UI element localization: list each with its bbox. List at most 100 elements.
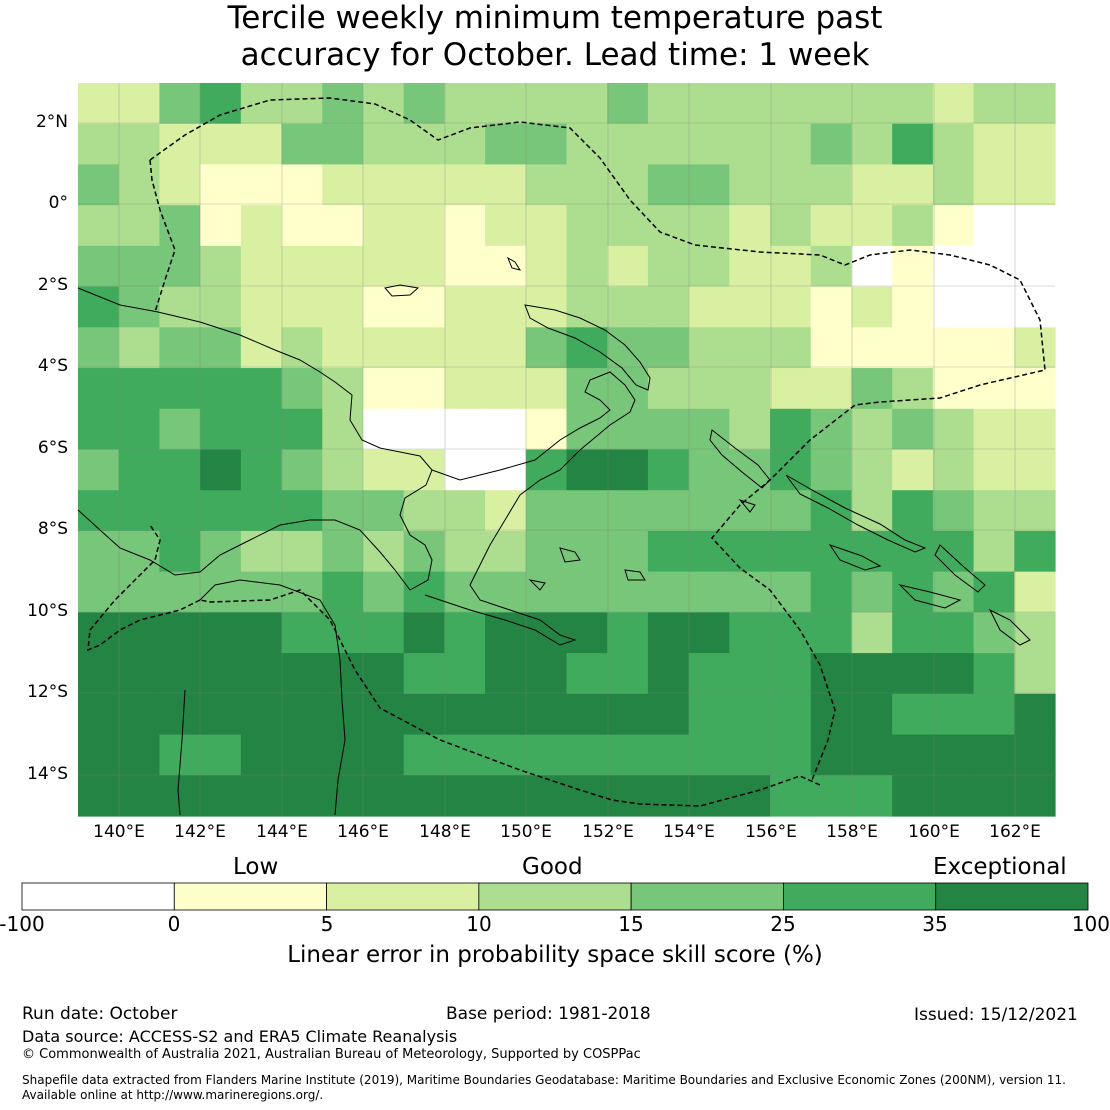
grid-cell [770, 123, 812, 166]
grid-cell [525, 327, 568, 369]
grid-cell [770, 612, 812, 654]
grid-cell [362, 327, 405, 369]
grid-cell [281, 612, 323, 654]
grid-cell [118, 83, 161, 125]
grid-cell [851, 205, 893, 247]
grid-cell [729, 286, 771, 328]
grid-cell [485, 123, 527, 166]
colorbar-tick-15: 15 [618, 912, 644, 936]
grid-cell [647, 368, 690, 410]
grid-cell [403, 571, 445, 613]
grid-cell [200, 449, 242, 491]
grid-cell [688, 571, 730, 613]
grid-cell [281, 205, 323, 247]
grid-cell [78, 693, 120, 736]
grid-cell [78, 775, 120, 817]
grid-cell [200, 530, 242, 573]
grid-cell [1014, 490, 1056, 532]
grid-cell [932, 205, 975, 247]
grid-cell [78, 123, 120, 166]
grid-cell [403, 530, 445, 573]
grid-cell [118, 449, 161, 491]
grid-cell [525, 83, 568, 125]
grid-cell [159, 408, 201, 451]
grid-cell [973, 327, 1015, 369]
grid-cell [485, 83, 527, 125]
grid-cell [729, 123, 771, 166]
grid-cell [403, 164, 445, 206]
grid-cell [118, 245, 161, 288]
grid-cell [322, 530, 364, 573]
map-title-line-1: Tercile weekly minimum temperature past [227, 0, 883, 36]
grid-cell [647, 245, 690, 288]
grid-cell [444, 653, 486, 695]
grid-cell [973, 205, 1015, 247]
grid-cell [322, 408, 364, 451]
guadalcanal-coastline [828, 544, 882, 571]
grid-cell [729, 368, 771, 410]
grid-cell [200, 123, 242, 166]
grid-cell [1014, 286, 1056, 328]
grid-cell [444, 123, 486, 166]
grid-cell [485, 286, 527, 328]
grid-cell [892, 123, 934, 166]
colorbar-tick-100: 100 [1071, 912, 1110, 936]
grid-cell [770, 368, 812, 410]
lon-tick-148e: 148°E [419, 822, 471, 842]
grid-cell [810, 245, 853, 288]
eez-boundaries [87, 97, 1046, 807]
grid-cell [78, 653, 120, 695]
lat-tick-0: 0° [48, 193, 68, 213]
grid-cell [892, 571, 934, 613]
grid-cell [1014, 245, 1056, 288]
colorbar-category-exceptional: Exceptional [933, 854, 1067, 880]
grid-cell [200, 286, 242, 328]
grid-cell [403, 490, 445, 532]
grid-cell [566, 490, 608, 532]
colorbar-label: Linear error in probability space skill … [287, 942, 823, 968]
grid-cell [240, 571, 283, 613]
grid-cell [322, 286, 364, 328]
grid-cell [200, 612, 242, 654]
grid-cell [525, 245, 568, 288]
grid-cell [362, 612, 405, 654]
grid-cell [607, 123, 649, 166]
grid-cell [892, 205, 934, 247]
grid-cell [851, 775, 893, 817]
papuan-peninsula-coastline [424, 371, 636, 646]
grid-cell [78, 530, 120, 573]
malaita-coastline [934, 544, 986, 593]
grid-cell [78, 571, 120, 613]
grid-cell [159, 530, 201, 573]
grid-cell [485, 245, 527, 288]
grid-cell [525, 286, 568, 328]
grid-cell [566, 734, 608, 776]
grid-cell [770, 164, 812, 206]
grid-cell [240, 408, 283, 451]
grid-cell [159, 612, 201, 654]
grid-cell [78, 286, 120, 328]
grid-cell [892, 612, 934, 654]
grid-cell [444, 164, 486, 206]
grid-cell [322, 571, 364, 613]
grid-cell [810, 205, 853, 247]
grid-cell [607, 530, 649, 573]
png-eez-boundary [149, 97, 1046, 807]
grid-cell [607, 245, 649, 288]
base-period: Base period: 1981-2018 [446, 1004, 651, 1024]
grid-cell [444, 327, 486, 369]
grid-cell [566, 164, 608, 206]
grid-cell [444, 571, 486, 613]
grid-cell [688, 83, 730, 125]
grid-cell [729, 449, 771, 491]
grid-cell [729, 530, 771, 573]
map-title-line-2: accuracy for October. Lead time: 1 week [240, 37, 870, 73]
colorbar-swatch [783, 882, 937, 911]
grid-cell [444, 449, 486, 491]
lon-tick-150e: 150°E [500, 822, 552, 842]
grid-cell [485, 327, 527, 369]
grid-cell [729, 612, 771, 654]
grid-cell [159, 693, 201, 736]
new-ireland-coastline [507, 256, 522, 271]
grid-cell [729, 327, 771, 369]
